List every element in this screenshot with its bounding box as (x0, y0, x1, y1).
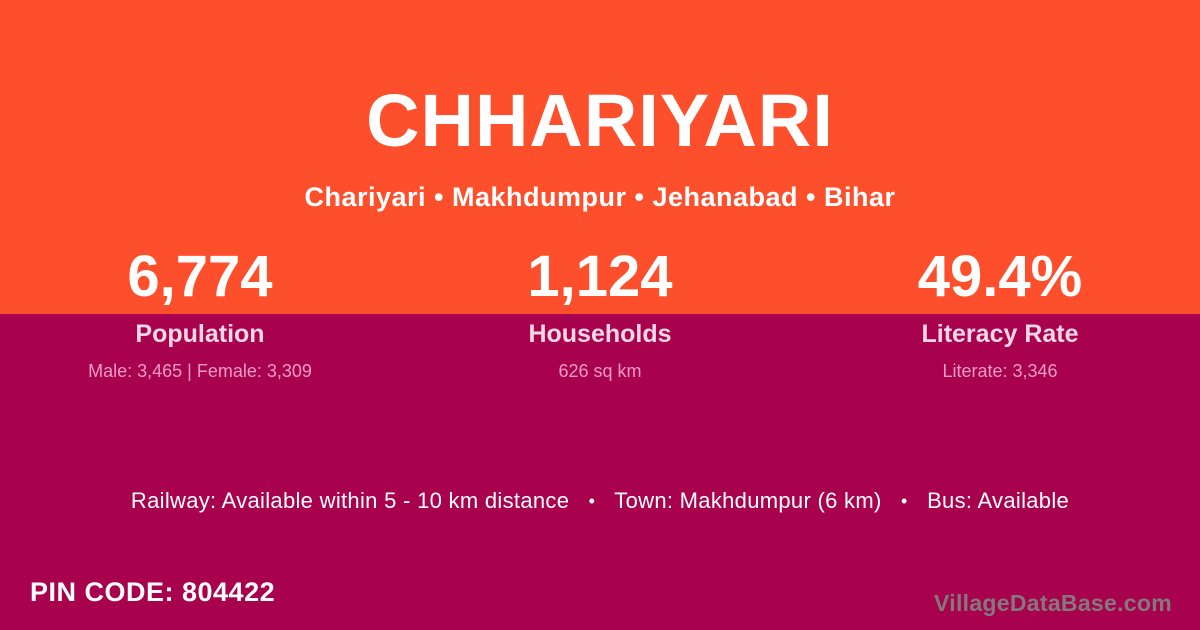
page-title: CHHARIYARI (366, 79, 834, 162)
stat-literacy-rate: 49.4% Literacy Rate Literate: 3,346 (800, 240, 1200, 382)
households-detail: 626 sq km (558, 361, 642, 381)
population-value: 6,774 (127, 244, 273, 309)
amenities-line: Railway: Available within 5 - 10 km dist… (0, 488, 1200, 514)
literacy-value: 49.4% (917, 244, 1083, 309)
literacy-label: Literacy Rate (921, 320, 1079, 348)
households-value: 1,124 (527, 244, 673, 309)
header-background (0, 0, 1200, 314)
breadcrumb: Chariyari • Makhdumpur • Jehanabad • Bih… (304, 182, 896, 212)
bullet-separator: • (901, 491, 908, 511)
stat-households: 1,124 Households 626 sq km (400, 240, 800, 382)
stats-row: 6,774 Population Male: 3,465 | Female: 3… (0, 240, 1200, 382)
nearest-town: Town: Makhdumpur (6 km) (614, 488, 882, 513)
railway-availability: Railway: Available within 5 - 10 km dist… (130, 488, 570, 513)
population-detail: Male: 3,465 | Female: 3,309 (88, 361, 312, 381)
bullet-separator: • (588, 491, 596, 511)
bus-availability: Bus: Available (927, 488, 1070, 513)
population-label: Population (135, 320, 265, 348)
stat-population: 6,774 Population Male: 3,465 | Female: 3… (0, 240, 400, 382)
pin-code: PIN CODE: 804422 (30, 577, 276, 607)
literacy-detail: Literate: 3,346 (942, 361, 1058, 381)
households-label: Households (528, 320, 672, 348)
watermark: VillageDataBase.com (934, 590, 1172, 616)
